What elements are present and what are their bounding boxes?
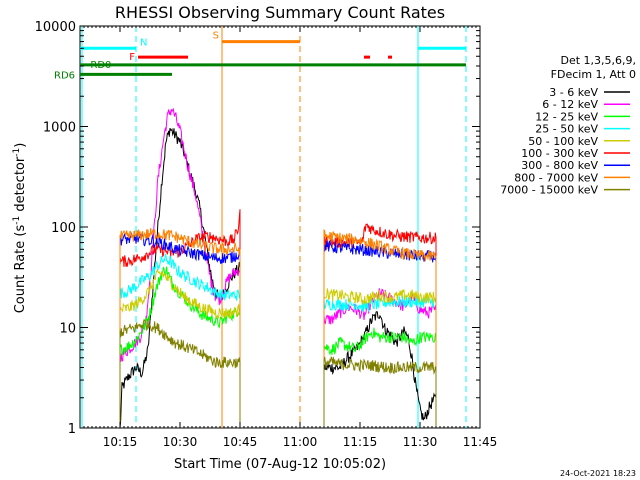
series-7-segment-0: [119, 228, 241, 428]
series-7-segment-1: [323, 228, 437, 428]
series-group: [119, 108, 437, 429]
y-tick-label-4: 10000: [35, 20, 76, 35]
x-tick-label-4: 11:15: [343, 435, 378, 449]
footer-date: 24-Oct-2021 18:23: [560, 469, 636, 478]
series-1-segment-0: [119, 108, 241, 428]
flag-label-f: F: [129, 52, 135, 63]
flag-label-n: N: [140, 37, 147, 48]
x-axis-label: Start Time (07-Aug-12 10:05:02): [174, 457, 386, 472]
legend-label-2: 12 - 25 keV: [535, 110, 598, 123]
series-8-segment-1: [323, 356, 437, 428]
y-tick-label-3: 1000: [43, 121, 76, 136]
legend-label-3: 25 - 50 keV: [535, 123, 598, 136]
series-1-segment-1: [323, 288, 437, 428]
x-tick-label-6: 11:45: [463, 435, 498, 449]
series-5-segment-0: [119, 209, 241, 428]
series-4: [119, 268, 437, 428]
series-8: [119, 318, 437, 428]
x-tick-label-2: 10:45: [223, 435, 258, 449]
series-4-segment-0: [119, 268, 241, 428]
y-axis-label: Count Rate (s-1 detector-1): [12, 143, 28, 314]
legend-label-7: 800 - 7000 keV: [514, 171, 598, 184]
y-tick-label-2: 100: [51, 221, 76, 236]
series-4-segment-1: [323, 288, 437, 428]
x-tick-label-0: 10:15: [103, 435, 138, 449]
legend-label-8: 7000 - 15000 keV: [500, 184, 598, 197]
series-7: [119, 228, 437, 428]
x-tick-label-5: 11:30: [403, 435, 438, 449]
series-1: [119, 108, 437, 428]
x-tick-label-1: 10:30: [163, 435, 198, 449]
flag-label-rd6: RD6: [54, 70, 75, 81]
legend-label-5: 100 - 300 keV: [521, 147, 598, 160]
series-5: [119, 209, 437, 428]
legend-label-4: 50 - 100 keV: [528, 135, 598, 148]
series-3-segment-0: [119, 253, 241, 428]
vertical-markers: [81, 26, 467, 428]
legend-header-line2: FDecim 1, Att 0: [551, 68, 636, 81]
series-8-segment-0: [119, 318, 241, 428]
x-tick-label-3: 11:00: [283, 435, 318, 449]
legend: Det 1,3,5,6,9, FDecim 1, Att 0 3 - 6 keV…: [500, 54, 636, 197]
y-tick-label-0: 1: [68, 422, 76, 437]
series-5-segment-1: [323, 223, 437, 428]
chart-title: RHESSI Observing Summary Count Rates: [115, 3, 445, 22]
series-2-segment-0: [119, 266, 241, 428]
series-2-segment-1: [323, 327, 437, 428]
y-tick-label-1: 10: [59, 322, 76, 337]
series-2: [119, 266, 437, 428]
series-6-segment-0: [119, 232, 241, 428]
legend-label-1: 6 - 12 keV: [542, 98, 598, 111]
flag-label-rd0: RD0: [90, 60, 111, 71]
legend-label-6: 300 - 800 keV: [521, 159, 598, 172]
flag-bars: N S F RD0 RD6: [54, 31, 466, 81]
series-6-segment-1: [323, 240, 437, 428]
legend-header-line1: Det 1,3,5,6,9,: [560, 54, 636, 67]
flag-label-s: S: [213, 31, 219, 42]
axes: 10:15 10:30 10:45 11:00 11:15 11:30 11:45 1 10 10…: [35, 20, 498, 449]
legend-label-0: 3 - 6 keV: [549, 86, 598, 99]
